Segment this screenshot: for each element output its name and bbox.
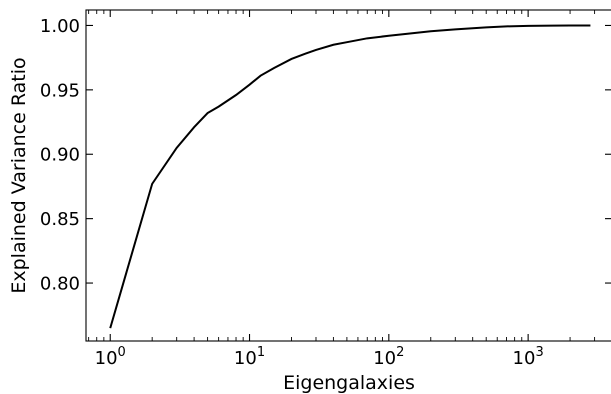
x-tick-label-exponent: 2 <box>396 345 404 360</box>
x-axis-label: Eigengalaxies <box>283 372 415 394</box>
x-tick-label-exponent: 0 <box>118 345 126 360</box>
x-tick-label: 103 <box>513 345 544 369</box>
y-axis-label: Explained Variance Ratio <box>8 57 30 293</box>
x-tick-label-base: 10 <box>513 348 536 369</box>
y-tick-label: 0.90 <box>40 145 80 166</box>
axis-ticks <box>86 10 611 341</box>
y-tick-label: 0.80 <box>40 274 80 295</box>
x-tick-label-base: 10 <box>95 348 118 369</box>
y-tick-label: 1.00 <box>40 16 80 37</box>
series-line <box>109 24 591 329</box>
x-tick-label-base: 10 <box>234 348 257 369</box>
y-tick-label: 0.95 <box>40 80 80 101</box>
x-tick-label: 100 <box>95 345 126 369</box>
y-tick-label: 0.85 <box>40 209 80 230</box>
x-tick-label-exponent: 3 <box>535 345 543 360</box>
x-tick-label: 102 <box>373 345 404 369</box>
x-tick-label-base: 10 <box>373 348 396 369</box>
x-tick-label: 101 <box>234 345 265 369</box>
x-tick-label-exponent: 1 <box>257 345 265 360</box>
plot-frame <box>85 9 611 342</box>
